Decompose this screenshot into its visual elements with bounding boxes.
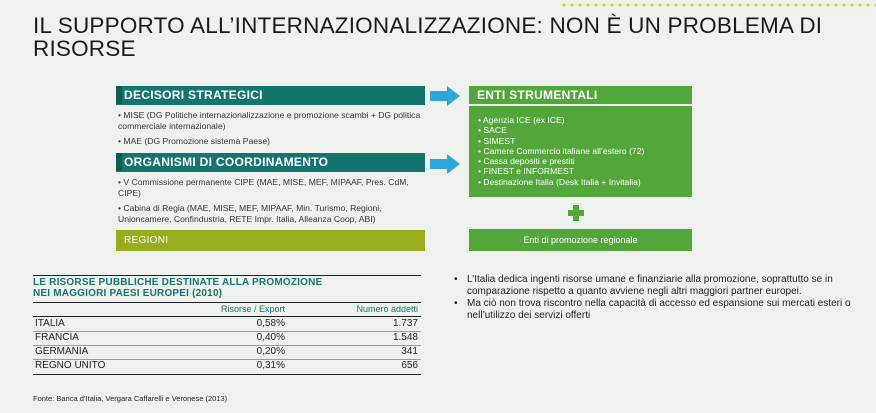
page-title: IL SUPPORTO ALL’INTERNAZIONALIZZAZIONE: …	[33, 13, 823, 61]
row-separator	[33, 345, 421, 346]
table-top-rule	[33, 275, 421, 276]
table-row: REGNO UNITO 0,31% 656	[33, 360, 421, 372]
table-row: FRANCIA 0,40% 1.548	[33, 332, 421, 344]
list-item: • Camere Commercio italiane all’estero (…	[478, 145, 645, 156]
decorative-dot-band	[0, 0, 876, 10]
addetti-cell: 341	[401, 346, 418, 357]
column-header-risorse: Risorse / Export	[220, 304, 285, 314]
header-shade	[116, 86, 122, 104]
bullet-item: • L’Italia dedica ingenti risorse umane …	[452, 274, 857, 298]
bullet-item: • Ma ciò non trova riscontro nella capac…	[452, 298, 857, 322]
arrow-right-icon	[430, 86, 460, 106]
decisori-strategici-header: DECISORI STRATEGICI	[116, 86, 425, 104]
decisori-list: • MISE (DG Politiche internazionalizzazi…	[118, 110, 428, 152]
bullet-dot: •	[454, 274, 458, 285]
table-title-line: NEI MAGGIORI PAESI EUROPEI (2010)	[33, 288, 223, 299]
addetti-cell: 1.548	[392, 332, 418, 343]
row-separator	[33, 359, 421, 360]
table-bottom-rule	[33, 374, 421, 375]
key-points: • L’Italia dedica ingenti risorse umane …	[452, 274, 857, 322]
list-item: • MAE (DG Promozione sistema Paese)	[118, 136, 271, 147]
addetti-cell: 1.737	[392, 318, 418, 329]
list-item: • Destinazione Italia (Desk Italia + Inv…	[478, 176, 641, 187]
bullet-text: L’Italia dedica ingenti risorse umane e …	[467, 274, 833, 297]
table-header-rule	[33, 302, 421, 303]
table-row: GERMANIA 0,20% 341	[33, 346, 421, 358]
list-item: • V Commissione permanente CIPE (MAE, MI…	[118, 177, 409, 198]
risorse-cell: 0,20%	[256, 346, 285, 357]
organismi-coordinamento-label: ORGANISMI DI COORDINAMENTO	[124, 155, 329, 169]
risorse-cell: 0,58%	[256, 318, 285, 329]
table-title-line: LE RISORSE PUBBLICHE DESTINATE ALLA PROM…	[33, 277, 323, 288]
risorse-cell: 0,31%	[256, 360, 285, 371]
table-row: ITALIA 0,58% 1.737	[33, 318, 421, 330]
plus-icon	[568, 205, 584, 221]
source-note: Fonte: Banca d’Italia, Vergara Caffarell…	[33, 394, 228, 403]
list-item: • SIMEST	[478, 135, 516, 146]
enti-promozione-regionale: Enti di promozione regionale	[469, 229, 692, 251]
row-separator	[33, 331, 421, 332]
country-cell: ITALIA	[35, 318, 65, 329]
enti-strumentali-list: • Agenzia ICE (ex ICE) • SACE • SIMEST •…	[469, 106, 692, 197]
list-item: • Cassa depositi e prestiti	[478, 156, 575, 167]
bullet-text: Ma ciò non trova riscontro nella capacit…	[467, 298, 851, 321]
list-item: • Agenzia ICE (ex ICE)	[478, 115, 565, 125]
divider	[116, 104, 425, 105]
regioni-bar: REGIONI	[116, 230, 425, 251]
enti-strumentali-header: ENTI STRUMENTALI	[469, 86, 692, 104]
addetti-cell: 656	[401, 360, 418, 371]
table-header-row: Risorse / Export Numero addetti	[33, 303, 421, 315]
country-cell: REGNO UNITO	[35, 360, 106, 371]
table-header-bottom-rule	[33, 316, 421, 317]
country-cell: GERMANIA	[35, 346, 89, 357]
country-cell: FRANCIA	[35, 332, 79, 343]
list-item: • SACE	[478, 125, 507, 136]
list-item: • MISE (DG Politiche internazionalizzazi…	[118, 110, 421, 131]
organismi-list: • V Commissione permanente CIPE (MAE, MI…	[118, 177, 428, 229]
column-header-addetti: Numero addetti	[356, 304, 418, 314]
table-title: LE RISORSE PUBBLICHE DESTINATE ALLA PROM…	[33, 277, 421, 299]
arrow-right-icon	[430, 154, 460, 174]
risorse-cell: 0,40%	[256, 332, 285, 343]
bullet-dot: •	[454, 298, 458, 309]
list-item: • FINEST e INFORMEST	[478, 166, 574, 177]
list-item: • Cabina di Regia (MAE, MISE, MEF, MIPAA…	[118, 203, 382, 224]
header-shade	[116, 153, 122, 171]
decisori-strategici-label: DECISORI STRATEGICI	[124, 88, 263, 102]
divider	[116, 171, 425, 172]
organismi-coordinamento-header: ORGANISMI DI COORDINAMENTO	[116, 153, 425, 171]
